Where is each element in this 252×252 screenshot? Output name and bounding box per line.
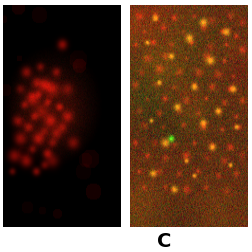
Text: C: C xyxy=(156,232,171,251)
